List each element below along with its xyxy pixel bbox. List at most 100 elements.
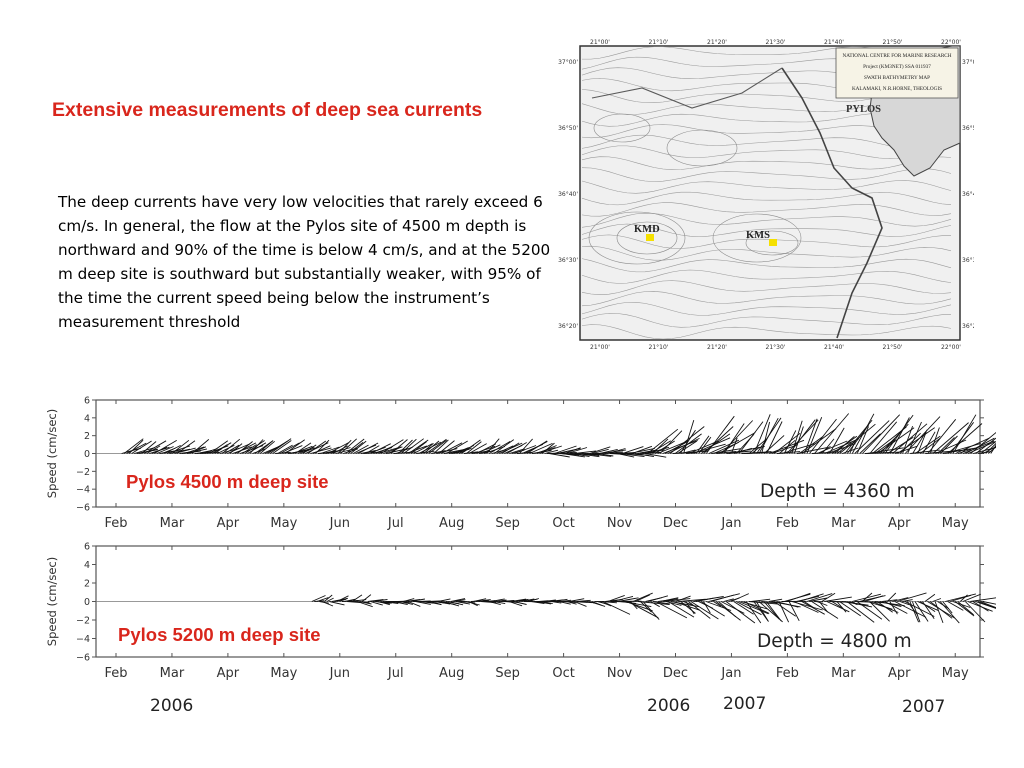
current-vector (809, 597, 828, 602)
map-bottom-tick: 21°20' (707, 344, 727, 351)
current-vector (904, 416, 941, 454)
current-vector (731, 593, 749, 602)
current-vector (902, 425, 914, 454)
current-vector (804, 418, 818, 454)
current-vector (899, 601, 910, 606)
current-vector (713, 601, 722, 607)
current-vector (920, 437, 941, 454)
current-vector (859, 433, 881, 454)
current-vector (617, 453, 635, 458)
current-vector (679, 429, 696, 454)
current-vector (455, 601, 470, 605)
bathymetry-contour (581, 302, 952, 316)
current-vector (514, 445, 537, 454)
current-vector (677, 440, 698, 454)
current-vector (541, 601, 553, 605)
current-vector (491, 598, 505, 602)
site-label-5200: Pylos 5200 m deep site (118, 624, 321, 645)
current-vector (501, 600, 515, 602)
current-vector (339, 597, 348, 602)
current-vector (975, 437, 996, 454)
current-vector (758, 417, 779, 454)
current-vector (856, 601, 883, 620)
current-vector (876, 601, 893, 613)
bathymetry-ring (593, 113, 651, 143)
current-vector (806, 593, 833, 602)
current-vector (544, 449, 559, 454)
current-vector (776, 601, 799, 608)
current-vector (655, 601, 688, 619)
current-vector (356, 601, 373, 608)
current-vector (970, 597, 996, 602)
x-tick-label-oct: Oct (552, 516, 574, 531)
current-vector (721, 420, 754, 454)
current-vector (528, 598, 540, 602)
current-vector (703, 601, 711, 614)
current-vector (336, 595, 349, 602)
current-vector (874, 440, 893, 454)
current-vector (834, 436, 855, 454)
x-tick-label-dec: Dec (663, 516, 688, 531)
current-vector (889, 601, 898, 615)
current-vector (660, 597, 679, 602)
current-vector (466, 441, 482, 454)
y-tick-label: −4 (76, 634, 90, 645)
current-vector (708, 439, 740, 454)
map-legend-box (835, 47, 959, 99)
map-top-tick: 21°30' (766, 39, 786, 46)
current-vector (501, 442, 520, 454)
current-vector (222, 438, 241, 454)
current-vector (882, 599, 898, 602)
current-vector (640, 601, 652, 613)
map-right-tick: 36°30' (962, 257, 974, 264)
x-tick-label-jun: Jun (329, 666, 350, 681)
current-vector (408, 439, 429, 454)
current-vector (942, 601, 953, 614)
map-right-tick: 36°50' (962, 125, 974, 132)
current-vector (247, 442, 267, 454)
y-tick-label: 4 (84, 413, 90, 424)
pylos-label: PYLOS (846, 104, 881, 115)
current-vector (924, 593, 936, 602)
current-vector (803, 601, 815, 609)
current-vector (940, 435, 958, 454)
current-vector (340, 438, 358, 454)
current-vector (554, 598, 568, 602)
current-vector (372, 599, 388, 602)
bathymetry-contour (581, 291, 952, 307)
current-vector (826, 443, 856, 454)
current-vector (131, 440, 152, 454)
depth-label-4500: Depth = 4360 m (760, 481, 915, 502)
current-vector (781, 443, 815, 454)
x-tick-label-sep: Sep (495, 516, 520, 531)
current-vector (723, 423, 745, 454)
current-vector (809, 418, 837, 454)
current-vector (659, 430, 683, 454)
current-vector (322, 450, 337, 454)
current-vector (134, 447, 155, 454)
current-vector (468, 601, 478, 607)
current-vector (402, 598, 415, 602)
current-vector (957, 601, 974, 616)
y-axis-label: Speed (cm/sec) (45, 557, 59, 646)
current-vector (591, 448, 609, 454)
bathymetry-contour (581, 280, 952, 295)
current-vector (566, 601, 577, 605)
current-vector (380, 601, 392, 604)
current-vector (902, 599, 913, 602)
current-vector (854, 420, 890, 454)
current-vector (892, 597, 909, 602)
current-vector (365, 445, 380, 454)
y-tick-label: 2 (84, 579, 90, 590)
current-vector (929, 427, 940, 454)
current-vector (558, 601, 571, 605)
current-vector (337, 439, 352, 454)
current-vector (574, 601, 587, 607)
current-vector (824, 596, 852, 602)
bathymetry-contour (581, 245, 952, 261)
current-vector (269, 438, 292, 454)
bathymetry-contour (581, 269, 952, 284)
ridge-line (591, 67, 783, 109)
current-vector (403, 438, 424, 454)
current-vector (763, 435, 785, 454)
